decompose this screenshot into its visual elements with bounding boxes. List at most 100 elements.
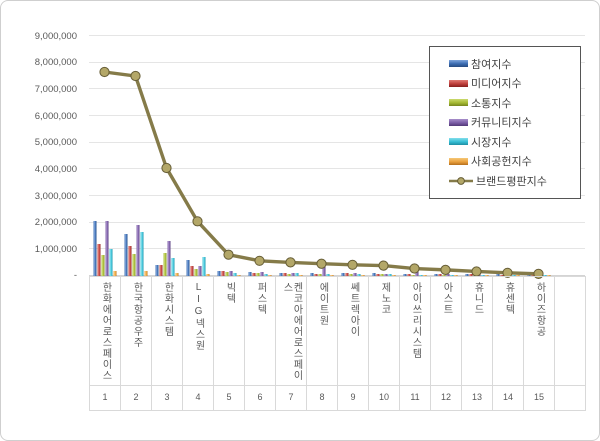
y-tick-label: 7,000,000 xyxy=(34,83,77,95)
bar-orange xyxy=(454,275,457,276)
bar-cyan xyxy=(419,274,422,276)
bar-blue xyxy=(124,234,127,276)
bar-cyan xyxy=(450,274,453,276)
bar-purple xyxy=(229,271,232,276)
rank-cell: 9 xyxy=(338,384,369,410)
bar-red xyxy=(407,274,410,276)
category-label: 빅텍 xyxy=(224,282,235,304)
bar-red xyxy=(314,273,317,276)
category-label-cell: 하이즈항공 xyxy=(524,277,555,385)
rank-cell: 4 xyxy=(183,384,214,410)
gridline xyxy=(89,248,585,250)
rank-cell: 8 xyxy=(307,384,338,410)
bar-purple xyxy=(167,240,170,276)
category-label: 에이트원 xyxy=(317,282,328,326)
bar-orange xyxy=(485,275,488,276)
bar-green xyxy=(442,274,445,276)
bar-orange xyxy=(206,274,209,276)
bar-cyan xyxy=(357,273,360,276)
bar-green xyxy=(349,273,352,276)
bar-red xyxy=(500,274,503,276)
bar-red xyxy=(97,243,100,276)
bar-red xyxy=(128,246,131,276)
bar-orange xyxy=(361,275,364,276)
bar-green xyxy=(225,272,228,276)
category-label-cell: 아스트 xyxy=(431,277,462,385)
category-label-cell: 한국항공우주 xyxy=(121,277,152,385)
bar-group xyxy=(217,270,240,276)
category-label-cell: 빅텍 xyxy=(214,277,245,385)
bar-group xyxy=(124,225,147,276)
bar-cyan xyxy=(202,256,205,276)
bar-red xyxy=(376,273,379,276)
category-label-cell: 아이쓰리시스템 xyxy=(400,277,431,385)
y-tick-label: 4,000,000 xyxy=(34,163,77,175)
bar-purple xyxy=(291,272,294,276)
rank-cell: 5 xyxy=(214,384,245,410)
category-label: 아이쓰리시스템 xyxy=(410,282,421,359)
legend-label: 커뮤니티지수 xyxy=(471,117,532,130)
bar-cyan xyxy=(512,274,515,276)
bar-orange xyxy=(423,275,426,276)
bar-orange xyxy=(175,273,178,276)
y-tick-label: 2,000,000 xyxy=(34,217,77,229)
bar-group xyxy=(434,273,457,276)
category-label-cell: 퍼스텍 xyxy=(245,277,276,385)
bar-green xyxy=(163,253,166,276)
bar-blue xyxy=(155,264,158,276)
bar-blue xyxy=(527,274,530,276)
bar-group xyxy=(341,272,364,276)
gridline xyxy=(89,221,585,223)
blue-swatch-icon xyxy=(449,60,468,68)
rank-cell xyxy=(555,384,586,410)
bar-red xyxy=(469,274,472,276)
category-label: 한화시스템 xyxy=(162,282,173,337)
category-label: 한화에어로스페이스 xyxy=(100,282,111,381)
rank-cell: 7 xyxy=(276,384,307,410)
bar-blue xyxy=(465,273,468,276)
bar-group xyxy=(248,272,271,276)
bar-green xyxy=(411,274,414,276)
bar-cyan xyxy=(233,273,236,276)
category-label: 한국항공우주 xyxy=(131,282,142,348)
bar-purple xyxy=(353,273,356,276)
orange-swatch-icon xyxy=(449,157,468,165)
bar-red xyxy=(252,272,255,276)
category-column xyxy=(182,36,213,276)
category-label-cell: 쎄트렉아이 xyxy=(338,277,369,385)
legend-item-cyan: 시장지수 xyxy=(449,132,574,152)
category-label: 휴니드 xyxy=(472,282,483,315)
y-tick-label: 3,000,000 xyxy=(34,190,77,202)
bar-cyan xyxy=(171,258,174,276)
category-column xyxy=(89,36,120,276)
bar-red xyxy=(345,273,348,276)
gridline xyxy=(89,168,585,170)
bar-blue xyxy=(93,221,96,276)
category-label-cell: 한화시스템 xyxy=(152,277,183,385)
bar-group xyxy=(310,267,333,276)
rank-cell: 12 xyxy=(431,384,462,410)
category-label-cell: 제노코 xyxy=(369,277,400,385)
bar-purple xyxy=(260,272,263,276)
gridline xyxy=(89,61,585,63)
bar-group xyxy=(93,221,116,276)
bar-orange xyxy=(113,271,116,276)
line-marker xyxy=(130,70,141,82)
line-marker xyxy=(502,267,513,278)
gridline xyxy=(89,35,585,36)
bar-orange xyxy=(237,275,240,276)
category-label: 퍼스텍 xyxy=(255,282,266,315)
legend-item-green: 소통지수 xyxy=(449,93,574,113)
category-column xyxy=(337,36,368,276)
red-swatch-icon xyxy=(449,79,468,87)
rank-cell: 11 xyxy=(400,384,431,410)
category-label-cell: 휴니드 xyxy=(462,277,493,385)
bar-cyan xyxy=(326,273,329,276)
bar-red xyxy=(438,273,441,276)
bar-green xyxy=(380,274,383,276)
plot-area xyxy=(89,35,585,279)
bar-orange xyxy=(516,275,519,276)
rank-cell: 14 xyxy=(493,384,524,410)
category-column xyxy=(151,36,182,276)
